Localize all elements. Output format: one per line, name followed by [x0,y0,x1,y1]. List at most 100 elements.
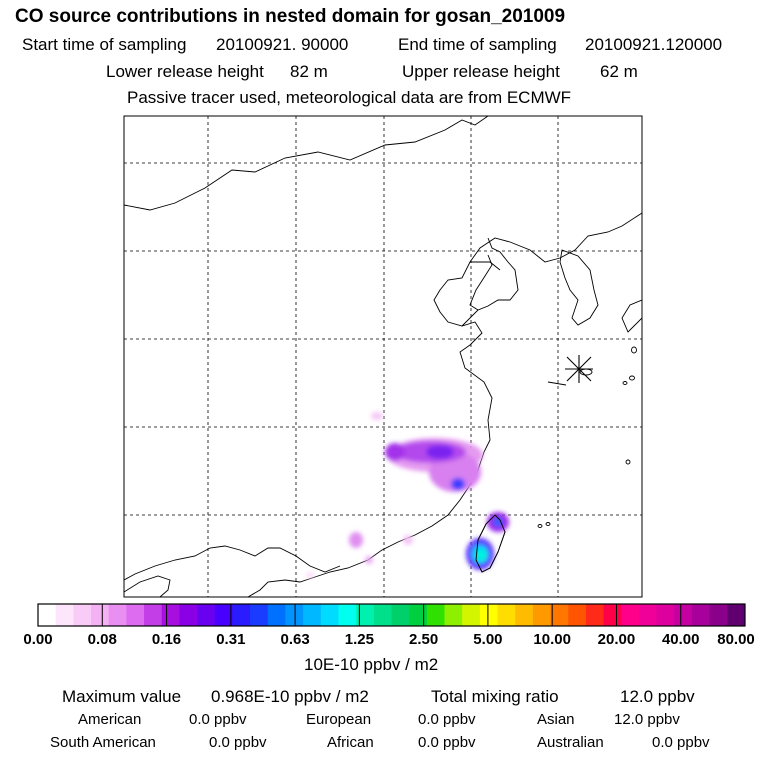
colorbar-swatch [108,604,127,626]
region-value: 0.0 ppbv [652,734,710,751]
colorbar-swatch [497,604,516,626]
plot-title: CO source contributions in nested domain… [15,6,566,27]
colorbar-swatch [444,604,463,626]
colorbar-swatch [285,604,304,626]
colorbar-swatch [568,604,587,626]
colorbar-tick-label: 20.00 [597,631,636,648]
region-name: Australian [537,734,604,751]
colorbar-swatch [479,604,499,626]
colorbar-swatch [126,604,145,626]
colorbar-swatch [38,604,57,626]
border-line [469,237,519,311]
colorbar-tick-label: 0.63 [280,631,310,648]
colorbar-swatch [691,604,711,626]
colorbar-swatch [585,604,605,626]
contribution-patch [371,412,383,420]
contribution-patch [385,443,405,461]
colorbar-swatch [550,604,569,626]
upper-height-value: 62 m [600,62,638,81]
colorbar-tick-label: 80.00 [717,631,755,648]
colorbar-swatch [426,604,446,626]
tracer-note: Passive tracer used, meteorological data… [127,88,572,107]
contribution-patch [365,556,373,564]
max-value: 0.968E-10 ppbv / m2 [211,687,369,706]
colorbar-swatch [638,604,658,626]
total-mixing-value: 12.0 ppbv [620,687,695,706]
island-outline [629,375,635,381]
lower-height-value: 82 m [290,62,328,81]
total-mixing-label: Total mixing ratio [431,687,559,706]
contribution-patch [493,517,503,527]
colorbar-swatch [515,604,534,626]
colorbar-swatch [409,604,428,626]
island-outline [625,459,631,465]
island-outline [545,522,551,526]
colorbar-swatch [197,604,216,626]
colorbar-swatch [161,604,180,626]
colorbar-swatch [144,604,163,626]
colorbar-swatch [338,604,357,626]
region-value: 0.0 ppbv [189,711,247,728]
colorbar-swatch [250,604,269,626]
colorbar-swatch [709,604,728,626]
lat-lon-grid [124,116,642,597]
colorbar-swatch [55,604,74,626]
island-outline [631,346,637,354]
colorbar-tick-label: 40.00 [661,631,700,648]
region-value: 0.0 ppbv [209,734,267,751]
island-outline [537,524,543,528]
region-value: 12.0 ppbv [614,711,680,728]
colorbar-tick-label: 0.31 [216,631,246,648]
colorbar-swatch [232,604,251,626]
region-name: South American [50,734,156,751]
end-time-value: 20100921.120000 [585,35,723,54]
region-name: African [327,734,374,751]
border-line [621,299,642,333]
region-value: 0.0 ppbv [418,711,476,728]
colorbar-swatch [532,604,552,626]
map-frame [123,115,643,598]
colorbar-swatch [462,604,481,626]
colorbar-tick-label: 0.08 [87,631,117,648]
border-line [124,575,171,597]
colorbar-swatch [656,604,675,626]
border-line [547,381,567,386]
taiwan-outline [475,514,506,573]
colorbar-swatch [179,604,198,626]
island-outline [622,381,628,385]
start-time-label: Start time of sampling [22,35,187,54]
region-value: 0.0 ppbv [418,734,476,751]
start-time-value: 20100921. 90000 [216,35,349,54]
border-line [247,212,642,597]
contribution-patch [403,535,413,545]
colorbar-tick-label: 0.16 [151,631,182,648]
colorbar-swatch [320,604,339,626]
colorbar [37,603,746,627]
contribution-patch [451,478,465,490]
colorbar-tick-label: 10.00 [533,631,571,648]
colorbar-tick-label: 1.25 [344,631,374,648]
colorbar-swatch [603,604,622,626]
border-line [124,545,341,581]
colorbar-swatch [214,604,233,626]
lower-height-label: Lower release height [106,62,264,81]
colorbar-swatch [727,604,746,626]
colorbar-tick-label: 5.00 [473,631,503,648]
colorbar-unit: 10E-10 ppbv / m2 [304,655,439,674]
colorbar-swatch [91,604,110,626]
contribution-patch [306,572,314,578]
end-time-label: End time of sampling [398,35,557,54]
colorbar-swatch [356,604,375,626]
contribution-field [306,412,509,578]
colorbar-swatch [674,604,693,626]
border-line [470,261,501,271]
receptor-star-marker [565,355,593,383]
colorbar-swatch [373,604,392,626]
max-value-label: Maximum value [62,687,182,706]
colorbar-swatch [621,604,640,626]
colorbar-swatch [267,604,286,626]
border-line [461,309,479,327]
contribution-patch [426,445,454,459]
region-name: European [306,711,372,728]
